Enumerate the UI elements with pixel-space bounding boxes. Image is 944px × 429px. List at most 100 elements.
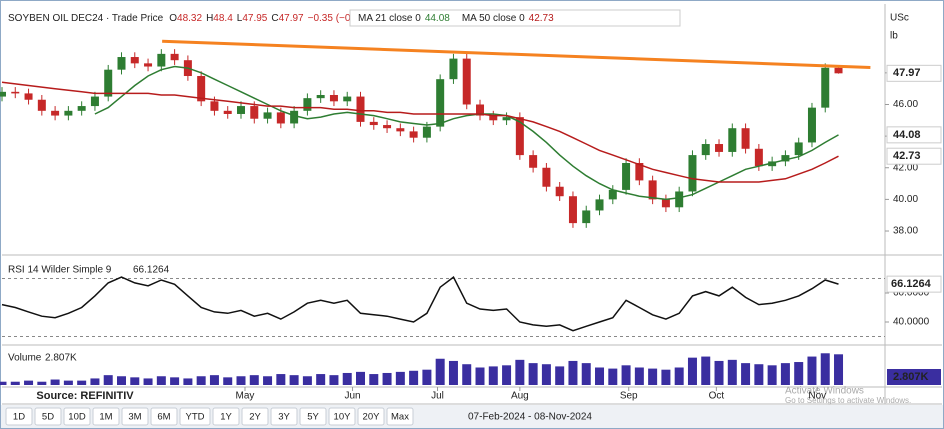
candle-body <box>343 96 352 102</box>
range-button[interactable]: 5Y <box>299 407 327 426</box>
rsi-value: 66.1264 <box>133 265 170 276</box>
range-button[interactable]: 5D <box>34 407 62 426</box>
candle-body <box>144 63 153 67</box>
volume-bar <box>316 374 326 385</box>
range-button-bg <box>241 407 269 426</box>
range-button-label: 5D <box>42 412 54 423</box>
candle-body <box>608 189 617 200</box>
candle-body <box>715 144 724 152</box>
range-button[interactable]: 2Y <box>241 407 269 426</box>
volume-bar <box>223 377 233 385</box>
volume-bar <box>794 362 804 385</box>
range-button-label: Max <box>391 412 409 423</box>
legend: MA 21 close 0 44.08 MA 50 close 0 42.73 <box>358 13 554 24</box>
range-button[interactable]: 6M <box>150 407 178 426</box>
x-tick-label: Nov <box>808 391 826 402</box>
candle-body <box>117 57 126 70</box>
x-tick-label: Jun <box>344 391 360 402</box>
volume-bar <box>714 360 724 385</box>
candle-body <box>170 53 179 61</box>
volume-bar <box>568 360 578 385</box>
volume-bar <box>130 377 140 385</box>
range-button-label: 10D <box>68 412 86 423</box>
range-button[interactable]: Max <box>386 407 414 426</box>
value-tag-label: 44.08 <box>893 129 921 141</box>
candle-body <box>422 126 431 138</box>
volume-bar <box>249 375 259 385</box>
candle-body <box>290 110 299 124</box>
candle-body <box>754 148 763 167</box>
volume-bar <box>369 374 379 385</box>
candle-body <box>635 163 644 181</box>
candle-body <box>11 91 20 94</box>
range-button[interactable]: 3Y <box>270 407 298 426</box>
volume-bar <box>834 354 844 385</box>
volume-bar <box>63 380 73 385</box>
ma-line <box>94 65 839 201</box>
volume-bar <box>555 366 565 385</box>
range-button-bg <box>179 407 211 426</box>
volume-bar <box>448 360 458 385</box>
volume-bar <box>263 376 273 385</box>
range-button-label: 1D <box>13 412 25 423</box>
candle-body <box>104 69 113 97</box>
candle-body <box>197 76 206 102</box>
y-tick-label: 40.00 <box>893 194 918 205</box>
range-button[interactable]: 10Y <box>328 407 356 426</box>
range-button-bg <box>357 407 385 426</box>
volume-bar <box>103 375 113 385</box>
candle-body <box>489 115 498 121</box>
volume-bar <box>77 380 87 385</box>
candle-body <box>476 104 485 116</box>
x-tick-label: Jul <box>431 391 444 402</box>
volume-bar <box>209 375 219 385</box>
range-button[interactable]: 10D <box>63 407 91 426</box>
range-button-bg <box>121 407 149 426</box>
candle-body <box>383 125 392 129</box>
range-button[interactable]: 20Y <box>357 407 385 426</box>
value-tag <box>886 147 942 165</box>
value-tag-label: 2.807K <box>893 371 929 383</box>
range-button[interactable]: 1Y <box>212 407 240 426</box>
x-tick-label: Sep <box>620 391 638 402</box>
candle-body <box>157 53 166 67</box>
range-button-bg <box>150 407 178 426</box>
candle-body <box>237 106 246 114</box>
range-button[interactable]: YTD <box>179 407 211 426</box>
ohlc-value: 48.4 <box>213 13 233 24</box>
range-button-label: 2Y <box>249 412 261 423</box>
range-button[interactable]: 1M <box>92 407 120 426</box>
x-tick-label: May <box>236 391 255 402</box>
range-button-label: 6M <box>157 412 170 423</box>
legend-name: MA 21 close 0 <box>358 13 421 24</box>
value-tag <box>887 369 941 385</box>
candle-body <box>316 94 325 99</box>
volume-bar <box>10 381 20 385</box>
range-button[interactable]: 1D <box>5 407 33 426</box>
volume-bar <box>701 356 711 385</box>
y-tick-label: 38.00 <box>893 226 918 237</box>
volume-bar <box>807 356 817 385</box>
ma-line <box>1 81 839 183</box>
value-tag <box>886 64 942 82</box>
volume-bar <box>236 376 246 385</box>
ohlc-value: 47.95 <box>242 13 267 24</box>
candle-body <box>675 191 684 208</box>
ohlc-value: 48.32 <box>177 13 202 24</box>
instrument: SOYBEN OIL DEC24 · Trade Price <box>8 13 164 24</box>
volume-bar <box>780 363 790 385</box>
y-tick-label: 46.00 <box>893 99 918 110</box>
range-button-bg <box>328 407 356 426</box>
volume-bar <box>24 380 34 385</box>
range-button[interactable]: 3M <box>121 407 149 426</box>
candle-body <box>555 186 564 197</box>
candle-body <box>568 196 577 224</box>
candle-body <box>595 199 604 211</box>
ohlc-key: L <box>237 13 243 24</box>
candle-body <box>728 128 737 152</box>
ohlc-key: C <box>271 13 278 24</box>
volume-bar <box>581 363 591 385</box>
value-tag <box>886 275 942 293</box>
volume-bar <box>302 376 312 385</box>
candle-body <box>130 57 139 64</box>
